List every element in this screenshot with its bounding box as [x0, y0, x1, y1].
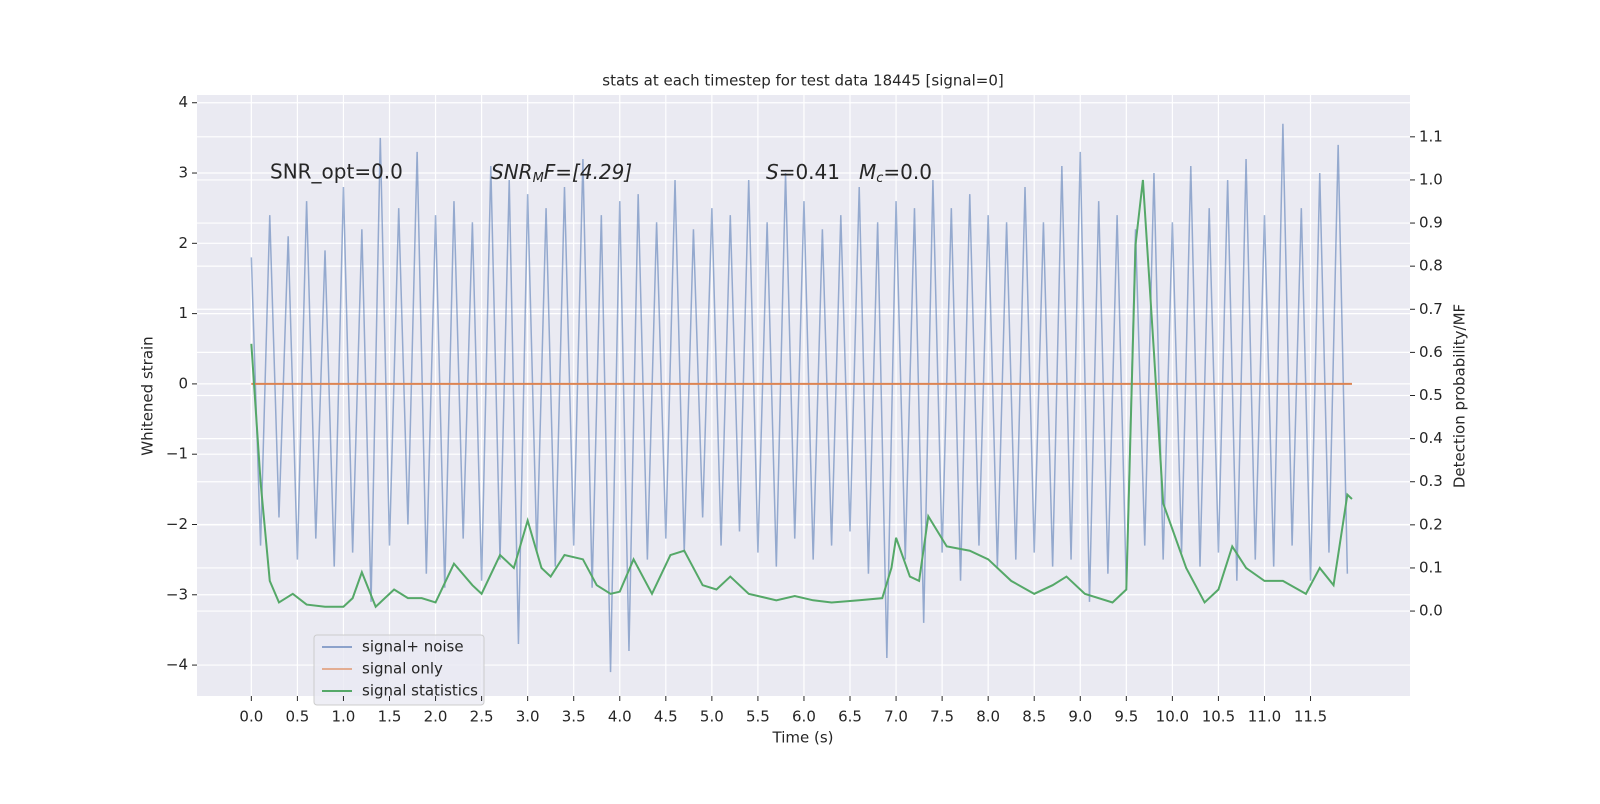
y2-axis-label: Detection probability/MF [1451, 304, 1469, 488]
annotation: S=0.41 [766, 160, 840, 184]
y-tick-label: −2 [166, 515, 188, 533]
y-tick-label: 3 [178, 164, 188, 182]
y2-tick-label: 0.0 [1419, 602, 1443, 620]
x-tick-label: 8.5 [1022, 708, 1046, 726]
y-tick-label: 0 [178, 374, 188, 392]
x-tick-label: 3.5 [562, 708, 586, 726]
y2-tick-label: 0.4 [1419, 429, 1443, 447]
y2-tick-label: 1.0 [1419, 170, 1443, 188]
y2-tick-label: 0.9 [1419, 214, 1443, 232]
x-tick-label: 8.0 [976, 708, 1000, 726]
y2-tick-label: 0.6 [1419, 343, 1443, 361]
y2-tick-label: 0.3 [1419, 472, 1443, 490]
annotation-part: c [876, 171, 883, 186]
marks [250, 123, 1353, 673]
x-axis-label: Time (s) [772, 729, 834, 747]
x-tick-label: 6.0 [792, 708, 816, 726]
annotation: SNRMF=[4.29] [491, 160, 632, 186]
y2-tick-label: 1.1 [1419, 127, 1443, 145]
x-tick-label: 9.5 [1114, 708, 1138, 726]
legend-label: signal only [362, 660, 443, 678]
x-tick-label: 7.0 [884, 708, 908, 726]
y2-tick-label: 0.5 [1419, 386, 1443, 404]
x-tick-label: 5.5 [746, 708, 770, 726]
series-line [250, 123, 1349, 673]
y-axis-label: Whitened strain [139, 336, 157, 455]
x-tick-label: 0.5 [285, 708, 309, 726]
annotation-part: SNR [491, 160, 533, 184]
legend-label: signal statistics [362, 682, 478, 700]
x-tick-label: 0.0 [239, 708, 263, 726]
x-tick-label: 7.5 [930, 708, 954, 726]
y-tick-label: −1 [166, 445, 188, 463]
y2-tick-label: 0.2 [1419, 515, 1443, 533]
y2-tick-label: 0.1 [1419, 558, 1443, 576]
annotation-part: =0.41 [779, 160, 840, 184]
y-tick-label: −4 [166, 656, 188, 674]
annotation-part: M [533, 171, 544, 186]
x-tick-label: 10.0 [1156, 708, 1189, 726]
y2-tick-label: 0.7 [1419, 300, 1443, 318]
legend-label: signal+ noise [362, 638, 464, 656]
x-tick-label: 9.0 [1068, 708, 1092, 726]
annotation-part: =0.0 [883, 160, 932, 184]
legend: signal+ noise signal only signal statistic… [313, 634, 485, 706]
annotation-part: M [859, 160, 876, 184]
annotation: Mc=0.0 [859, 160, 932, 186]
x-tick-label: 2.0 [424, 708, 448, 726]
x-tick-label: 1.0 [332, 708, 356, 726]
x-tick-label: 11.5 [1294, 708, 1327, 726]
chart-title: stats at each timestep for test data 184… [602, 72, 1003, 90]
annotation-part: S [766, 160, 779, 184]
x-tick-label: 6.5 [838, 708, 862, 726]
legend-box [313, 634, 485, 706]
annotation-part: F=[4.29] [544, 160, 632, 184]
x-tick-label: 4.0 [608, 708, 632, 726]
y-tick-label: 2 [178, 234, 188, 252]
annotation: SNR_opt=0.0 [270, 160, 403, 184]
x-tick-label: 4.5 [654, 708, 678, 726]
x-tick-label: 10.5 [1202, 708, 1235, 726]
y-tick-label: −3 [166, 585, 188, 603]
x-tick-label: 11.0 [1248, 708, 1281, 726]
y2-tick-label: 0.8 [1419, 257, 1443, 275]
x-tick-label: 1.5 [378, 708, 402, 726]
x-tick-label: 2.5 [470, 708, 494, 726]
series-line [250, 179, 1353, 609]
x-tick-label: 3.0 [516, 708, 540, 726]
y-tick-label: 1 [178, 304, 188, 322]
x-tick-label: 5.0 [700, 708, 724, 726]
y-tick-label: 4 [178, 93, 188, 111]
